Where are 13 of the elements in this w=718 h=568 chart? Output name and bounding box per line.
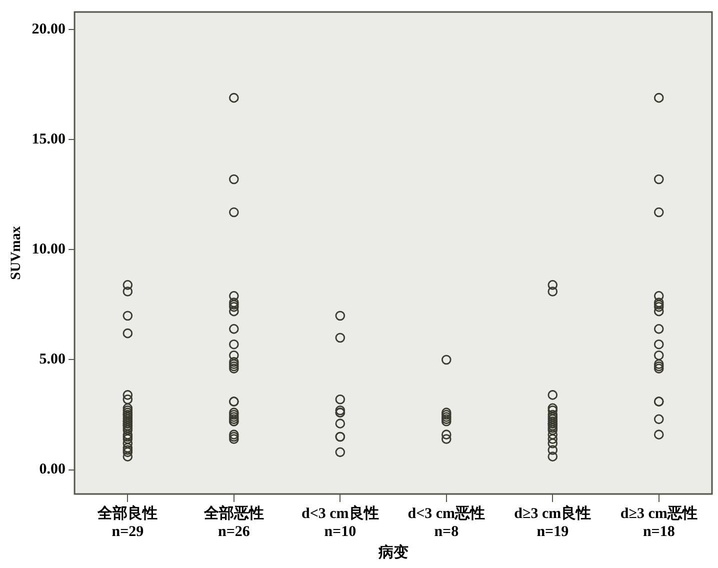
x-tick-label: d<3 cm良性 n=10 [302, 504, 379, 540]
x-tick-label: d≥3 cm恶性 n=18 [620, 504, 698, 540]
y-tick-label: 5.00 [39, 352, 66, 368]
x-tick-label: d≥3 cm良性 n=19 [514, 504, 592, 540]
x-tick-label: 全部良性 n=29 [96, 504, 158, 540]
y-axis-title: SUVmax [9, 226, 24, 280]
x-tick-label: d<3 cm恶性 n=8 [408, 504, 486, 540]
y-tick-label: 10.00 [32, 242, 66, 258]
x-tick-label: 全部恶性 n=26 [202, 504, 264, 540]
y-tick-label: 0.00 [39, 462, 66, 478]
y-tick-label: 15.00 [32, 132, 66, 148]
x-axis-title: 病变 [377, 542, 408, 561]
y-tick-label: 20.00 [32, 21, 66, 38]
